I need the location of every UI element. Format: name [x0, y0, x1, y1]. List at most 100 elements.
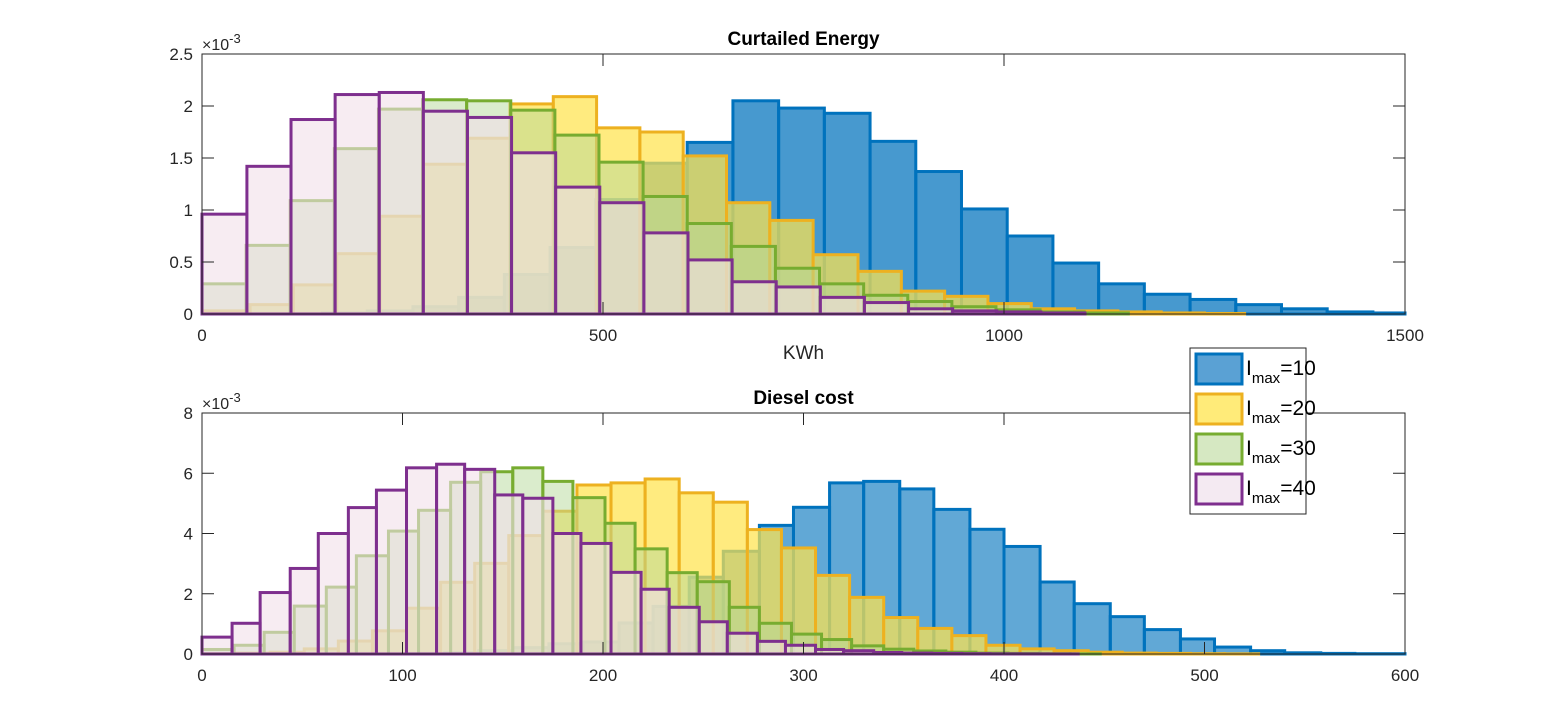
histogram-bar	[1178, 637, 1217, 656]
histogram-bar	[774, 285, 822, 316]
histogram-bar	[1072, 602, 1112, 656]
legend-label-main: I	[1246, 357, 1252, 380]
x-tick-label: 200	[589, 666, 617, 685]
legend-label-main: I	[1246, 437, 1252, 460]
exponent-base: ×10	[202, 37, 229, 54]
x-tick-label: 300	[789, 666, 817, 685]
histogram-bar	[1142, 628, 1182, 656]
histogram-bar	[862, 301, 911, 316]
x-tick-label: 600	[1391, 666, 1419, 685]
histogram-bar	[289, 118, 337, 316]
axes-box	[201, 53, 1406, 315]
legend-label-tail: =40	[1280, 477, 1316, 500]
legend-swatch	[1194, 352, 1244, 386]
histogram-bar	[551, 532, 583, 656]
histogram-bar	[755, 639, 787, 656]
histogram-bar	[245, 164, 293, 316]
histogram-bar	[1279, 307, 1329, 316]
y-tick-label: 0.5	[169, 253, 193, 272]
histogram-bar	[200, 635, 234, 656]
x-tick-label: 500	[589, 326, 617, 345]
chart-title: Curtailed Energy	[727, 29, 879, 50]
histogram-bar	[554, 185, 602, 316]
histogram-bar	[642, 231, 690, 316]
legend-label-main: I	[1246, 477, 1252, 500]
y-tick-label: 2	[184, 97, 193, 116]
legend-label-sub: max	[1252, 490, 1281, 507]
y-tick-label: 0	[184, 645, 193, 664]
y-tick-label: 2	[184, 585, 193, 604]
histogram-bar	[288, 566, 320, 656]
legend-label-tail: =30	[1280, 437, 1316, 460]
legend-label: Imax=30	[1246, 437, 1316, 467]
histogram-bar	[510, 151, 558, 316]
legend-item: Imax=20	[1194, 392, 1316, 427]
histogram-bar	[686, 258, 734, 316]
histogram-bar	[258, 591, 292, 656]
x-tick-label: 1000	[985, 326, 1023, 345]
legend-swatch	[1194, 392, 1244, 426]
histogram-bar	[1002, 544, 1042, 656]
histogram-bar	[725, 631, 759, 656]
y-tick-label: 6	[184, 464, 193, 483]
histogram-bar	[377, 90, 425, 316]
histogram-bar	[579, 541, 613, 656]
exponent-power: -3	[229, 390, 241, 405]
histogram-bar	[667, 605, 701, 656]
x-tick-label: 1500	[1386, 326, 1424, 345]
y-tick-label: 0	[184, 305, 193, 324]
legend-item: Imax=10	[1194, 352, 1316, 387]
histogram-bar	[814, 647, 846, 656]
y-tick-label: 4	[184, 525, 193, 544]
y-tick-label: 2.5	[169, 45, 193, 64]
histogram-bar	[1051, 261, 1101, 316]
chart-title: Diesel cost	[753, 388, 854, 409]
x-axis-label: KWh	[783, 343, 824, 364]
x-tick-label: 100	[388, 666, 416, 685]
legend-item: Imax=30	[1194, 432, 1316, 467]
series-4	[200, 90, 1087, 316]
legend-label-sub: max	[1252, 450, 1281, 467]
histogram-bar	[463, 467, 497, 656]
y-tick-label: 1.5	[169, 149, 193, 168]
histogram-bar	[598, 201, 646, 316]
histogram-bar	[609, 570, 643, 656]
histogram-bar	[435, 462, 467, 656]
legend-label-sub: max	[1252, 410, 1281, 427]
legend-label-main: I	[1246, 397, 1252, 420]
legend-label: Imax=40	[1246, 477, 1316, 507]
histogram-bar	[230, 621, 262, 656]
histogram-bar	[730, 280, 778, 316]
x-tick-label: 400	[990, 666, 1018, 685]
histogram-bar	[346, 506, 378, 656]
y-exponent-label: ×10-3	[202, 31, 241, 54]
histogram-bar	[316, 532, 350, 656]
histogram-bar	[907, 307, 955, 316]
exponent-base: ×10	[202, 396, 229, 413]
histogram-bar	[493, 493, 525, 656]
legend-label-tail: =20	[1280, 397, 1316, 420]
exponent-power: -3	[229, 31, 241, 46]
y-exponent-label: ×10-3	[202, 390, 241, 413]
histogram-bar	[1005, 234, 1055, 316]
histogram-bar	[374, 488, 409, 656]
histogram-bar	[1108, 615, 1146, 656]
histogram-bar	[421, 109, 469, 316]
legend-item: Imax=40	[1194, 472, 1316, 507]
histogram-bar	[818, 295, 866, 316]
legend-label: Imax=20	[1246, 397, 1316, 427]
histogram-bar	[521, 496, 555, 656]
legend-swatch	[1194, 432, 1244, 466]
histogram-bar	[697, 620, 729, 656]
legend-label-tail: =10	[1280, 357, 1316, 380]
histogram-bar	[1038, 580, 1076, 656]
legend-label: Imax=10	[1246, 357, 1316, 387]
histogram-bar	[783, 643, 818, 656]
curtailed-energy-histogram: 0 500 1000 1500 0 0.5 1 1.5 2 2.5 ×10-3 Curtailed E…	[169, 29, 1424, 364]
histogram-bar	[639, 587, 671, 656]
x-tick-label: 0	[197, 666, 206, 685]
x-tick-label: 0	[197, 326, 206, 345]
histogram-bar	[405, 466, 439, 656]
